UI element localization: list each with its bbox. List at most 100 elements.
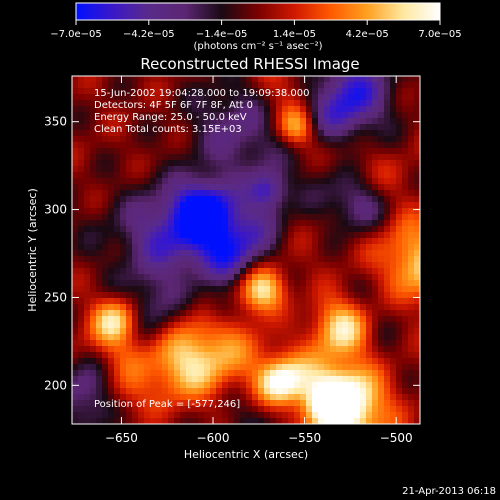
heatmap-cell xyxy=(276,286,283,293)
heatmap-cell xyxy=(252,346,259,353)
heatmap-cell xyxy=(210,340,217,347)
heatmap-cell xyxy=(354,202,361,209)
heatmap-cell xyxy=(240,172,247,179)
heatmap-cell xyxy=(174,88,181,95)
heatmap-cell xyxy=(186,202,193,209)
heatmap-cell xyxy=(402,310,409,317)
heatmap-cell xyxy=(72,190,79,197)
heatmap-cell xyxy=(246,136,253,143)
heatmap-cell xyxy=(144,130,151,137)
heatmap-cell xyxy=(204,130,211,137)
heatmap-cell xyxy=(372,304,379,311)
heatmap-cell xyxy=(96,304,103,311)
heatmap-cell xyxy=(366,370,373,377)
heatmap-cell xyxy=(294,328,301,335)
heatmap-cell xyxy=(174,148,181,155)
heatmap-cell xyxy=(330,256,337,263)
heatmap-cell xyxy=(330,286,337,293)
heatmap-cell xyxy=(312,322,319,329)
heatmap-cell xyxy=(240,322,247,329)
heatmap-cell xyxy=(120,208,127,215)
heatmap-cell xyxy=(300,268,307,275)
heatmap-cell xyxy=(366,304,373,311)
heatmap-cell xyxy=(240,400,247,407)
heatmap-cell xyxy=(366,166,373,173)
heatmap-cell xyxy=(90,352,97,359)
heatmap-cell xyxy=(354,130,361,137)
heatmap-cell xyxy=(186,178,193,185)
heatmap-cell xyxy=(258,142,265,149)
heatmap-cell xyxy=(372,130,379,137)
heatmap-cell xyxy=(72,310,79,317)
heatmap-cell xyxy=(240,124,247,131)
heatmap-cell xyxy=(204,286,211,293)
heatmap-cell xyxy=(312,184,319,191)
heatmap-cell xyxy=(312,364,319,371)
heatmap-cell xyxy=(96,364,103,371)
heatmap-cell xyxy=(324,298,331,305)
heatmap-cell xyxy=(90,286,97,293)
heatmap-cell xyxy=(150,412,157,419)
heatmap-cell xyxy=(276,76,283,83)
heatmap-cell xyxy=(324,400,331,407)
heatmap-cell xyxy=(72,172,79,179)
heatmap-cell xyxy=(384,202,391,209)
heatmap-cell xyxy=(108,94,115,101)
heatmap-cell xyxy=(300,274,307,281)
heatmap-cell xyxy=(318,280,325,287)
heatmap-cell xyxy=(276,418,283,424)
heatmap-cell xyxy=(282,298,289,305)
heatmap-cell xyxy=(354,184,361,191)
heatmap-cell xyxy=(264,178,271,185)
heatmap-cell xyxy=(354,304,361,311)
heatmap-cell xyxy=(372,76,379,83)
heatmap-cell xyxy=(186,274,193,281)
heatmap-cell xyxy=(330,142,337,149)
heatmap-cell xyxy=(306,292,313,299)
heatmap-cell xyxy=(126,106,133,113)
heatmap-cell xyxy=(90,172,97,179)
heatmap-cell xyxy=(192,130,199,137)
heatmap-cell xyxy=(414,208,420,215)
heatmap-cell xyxy=(102,148,109,155)
heatmap-cell xyxy=(240,88,247,95)
heatmap-cell xyxy=(336,178,343,185)
heatmap-cell xyxy=(132,376,139,383)
heatmap-cell xyxy=(210,88,217,95)
heatmap-cell xyxy=(102,412,109,419)
heatmap-cell xyxy=(300,166,307,173)
heatmap-cell xyxy=(228,382,235,389)
heatmap-cell xyxy=(384,130,391,137)
heatmap-cell xyxy=(258,388,265,395)
heatmap-cell xyxy=(150,238,157,245)
heatmap-cell xyxy=(312,214,319,221)
heatmap-cell xyxy=(276,130,283,137)
heatmap-cell xyxy=(180,178,187,185)
heatmap-cell xyxy=(288,268,295,275)
heatmap-cell xyxy=(90,310,97,317)
heatmap-cell xyxy=(84,226,91,233)
heatmap-cell xyxy=(78,334,85,341)
heatmap-cell xyxy=(198,244,205,251)
heatmap-cell xyxy=(390,118,397,125)
heatmap-cell xyxy=(120,376,127,383)
heatmap-cell xyxy=(390,190,397,197)
heatmap-cell xyxy=(150,214,157,221)
heatmap-cell xyxy=(150,148,157,155)
heatmap-cell xyxy=(168,142,175,149)
heatmap-cell xyxy=(270,370,277,377)
heatmap-cell xyxy=(102,160,109,167)
heatmap-cell xyxy=(354,76,361,83)
heatmap-cell xyxy=(318,154,325,161)
heatmap-cell xyxy=(162,208,169,215)
heatmap-cell xyxy=(96,412,103,419)
heatmap-cell xyxy=(114,340,121,347)
heatmap-cell xyxy=(264,172,271,179)
heatmap-cell xyxy=(414,184,420,191)
heatmap-cell xyxy=(324,406,331,413)
heatmap-cell xyxy=(240,130,247,137)
heatmap-cell xyxy=(300,412,307,419)
heatmap-cell xyxy=(342,184,349,191)
heatmap-cell xyxy=(348,418,355,424)
heatmap-cell xyxy=(72,130,79,137)
